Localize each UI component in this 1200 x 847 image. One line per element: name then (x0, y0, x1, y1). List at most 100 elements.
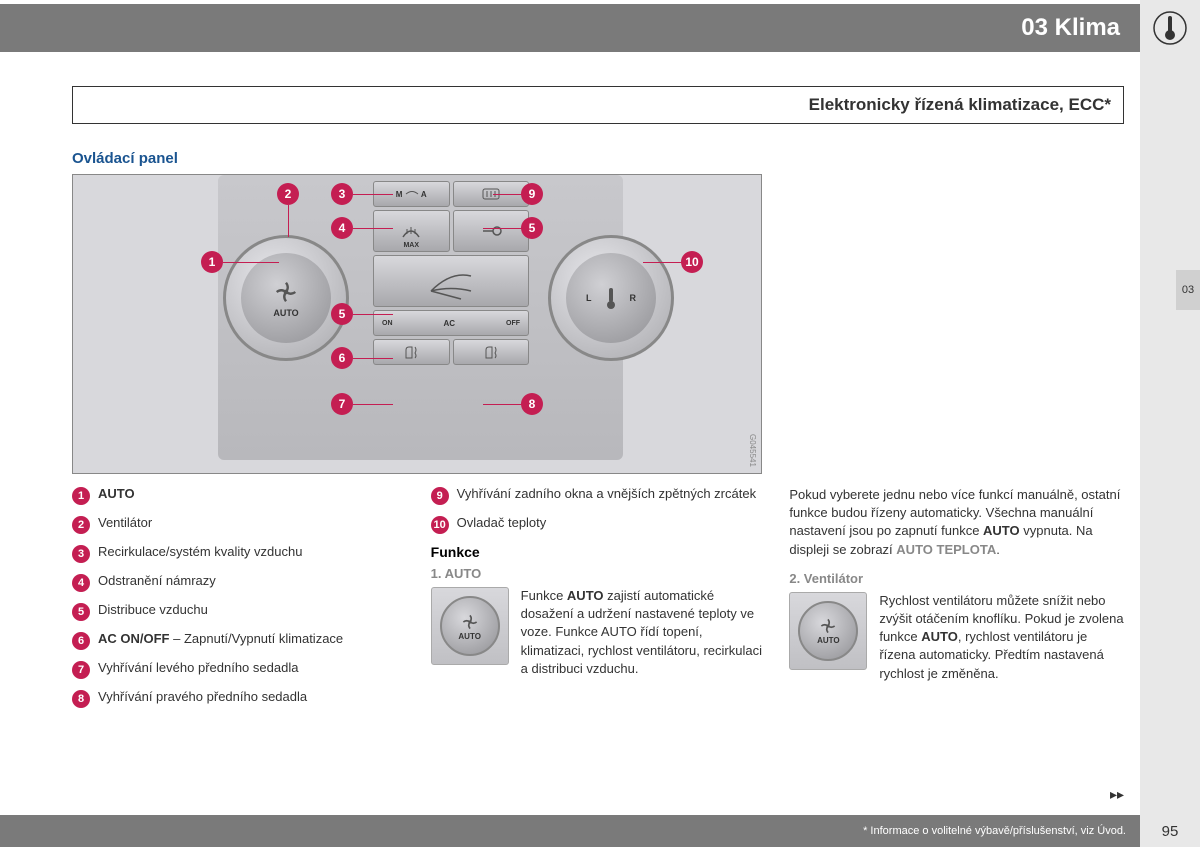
legend-2-text: Ventilátor (98, 515, 152, 532)
air-dist-button (373, 255, 529, 307)
knob-1-label: AUTO (458, 632, 481, 641)
callout-7: 7 (331, 393, 353, 415)
legend-6-text: AC ON/OFF – Zapnutí/Vypnutí klimatizace (98, 631, 343, 648)
thermometer-small-icon (606, 286, 616, 310)
funkce-1-row: AUTO Funkce AUTO zajistí automatické dos… (431, 587, 766, 678)
diagram-inner: AUTO L R M A MAX (73, 175, 761, 473)
temp-dial-inner: L R (566, 253, 656, 343)
legend-3-text: Recirkulace/systém kvality vzduchu (98, 544, 302, 561)
callout-6-n: 6 (339, 351, 346, 365)
legend-1: 1 AUTO (72, 486, 407, 505)
line-1 (223, 262, 279, 263)
manual-page: 03 Klima 03 Elektronicky řízená klimatiz… (0, 0, 1200, 847)
callout-1-n: 1 (209, 255, 216, 269)
funkce-1-cont: Pokud vyberete jednu nebo více funkcí ma… (789, 486, 1124, 559)
line-5 (483, 228, 523, 229)
ac-off: OFF (506, 320, 520, 327)
callout-3: 3 (331, 183, 353, 205)
knob-circ-1: AUTO (440, 596, 500, 656)
legend-9: 9Vyhřívání zadního okna a vnějších zpětn… (431, 486, 766, 505)
content-columns: 1 AUTO 2Ventilátor 3 Recirkulace/systém kv… (72, 486, 1124, 718)
column-2: 9Vyhřívání zadního okna a vnějších zpětn… (431, 486, 766, 718)
callout-5-n: 5 (529, 221, 536, 235)
funkce-1-text: Funkce AUTO zajistí automatické dosažení… (521, 587, 766, 678)
fan-dial: AUTO (223, 235, 349, 361)
side-margin (1140, 0, 1200, 847)
defrost-icon (400, 223, 422, 239)
chapter-title: 03 Klima (1021, 14, 1120, 42)
f2d: AUTO TEPLOTA (896, 542, 996, 557)
image-code: G045541 (748, 434, 757, 467)
badge-8: 8 (72, 690, 90, 708)
line-8 (483, 404, 523, 405)
fan-icon (272, 278, 300, 306)
legend-4: 4Odstranění námrazy (72, 573, 407, 592)
knob-circ-2: AUTO (798, 601, 858, 661)
dial-auto-label: AUTO (273, 308, 298, 318)
legend-3: 3 Recirkulace/systém kvality vzduchu (72, 544, 407, 563)
circ-icon (479, 222, 503, 240)
funkce-heading: Funkce (431, 544, 766, 560)
temp-l: L (586, 293, 592, 303)
badge-9: 9 (431, 487, 449, 505)
legend-6-r: – Zapnutí/Vypnutí klimatizace (170, 631, 344, 646)
thermometer-icon (1152, 10, 1188, 46)
knob-thumb-1: AUTO (431, 587, 509, 665)
legend-10-text: Ovladač teploty (457, 515, 547, 532)
footer: * Informace o volitelné výbavě/příslušen… (0, 815, 1140, 847)
legend-7: 7 Vyhřívání levého předního sedadla (72, 660, 407, 679)
funkce-1-title: 1. AUTO (431, 566, 766, 581)
footer-note: * Informace o volitelné výbavě/příslušen… (863, 825, 1126, 837)
section-heading: Ovládací panel (72, 150, 178, 167)
legend-5-text: Distribuce vzduchu (98, 602, 208, 619)
badge-3: 3 (72, 545, 90, 563)
badge-1: 1 (72, 487, 90, 505)
defrost-max-button: MAX (373, 210, 450, 252)
callout-2-n: 2 (285, 187, 292, 201)
callout-9-n: 9 (529, 187, 536, 201)
fan-icon-s2 (818, 616, 838, 636)
line-3 (353, 194, 393, 195)
column-3: Pokud vyberete jednu nebo více funkcí ma… (789, 486, 1124, 718)
f1b: AUTO (567, 588, 604, 603)
legend-1-b: AUTO (98, 486, 135, 501)
legend-2: 2Ventilátor (72, 515, 407, 534)
funkce-2-title: 2. Ventilátor (789, 571, 1124, 586)
chapter-header: 03 Klima (0, 4, 1140, 52)
max-label: MAX (403, 242, 419, 249)
side-tab: 03 (1176, 270, 1200, 310)
badge-5: 5 (72, 603, 90, 621)
legend-1-text: AUTO (98, 486, 135, 503)
subtitle-text: Elektronicky řízená klimatizace, ECC* (809, 95, 1111, 114)
line-6 (353, 358, 393, 359)
btn-a: A (421, 190, 427, 199)
callout-3-n: 3 (339, 187, 346, 201)
callout-5: 5 (521, 217, 543, 239)
page-number: 95 (1140, 815, 1200, 847)
temp-dial: L R (548, 235, 674, 361)
fan-dial-inner: AUTO (241, 253, 331, 343)
callout-8: 8 (521, 393, 543, 415)
line-5b (353, 314, 393, 315)
legend-8-text: Vyhřívání pravého předního sedadla (98, 689, 307, 706)
legend-10: 10 Ovladač teploty (431, 515, 766, 534)
callout-4: 4 (331, 217, 353, 239)
f1a: Funkce (521, 588, 567, 603)
badge-4: 4 (72, 574, 90, 592)
callout-7-n: 7 (339, 397, 346, 411)
legend-7-text: Vyhřívání levého předního sedadla (98, 660, 298, 677)
ac-button: ON AC OFF (373, 310, 529, 336)
callout-5b: 5 (331, 303, 353, 325)
callout-2: 2 (277, 183, 299, 205)
line-7 (353, 404, 393, 405)
callout-5b-n: 5 (339, 307, 346, 321)
callout-8-n: 8 (529, 397, 536, 411)
f2e: . (996, 542, 1000, 557)
knob-2-label: AUTO (817, 636, 840, 645)
badge-7: 7 (72, 661, 90, 679)
seat-heat-r-icon (482, 344, 500, 360)
side-tab-label: 03 (1182, 284, 1194, 296)
badge-10: 10 (431, 516, 449, 534)
air-dist-icon (421, 261, 481, 301)
legend-8: 8 Vyhřívání pravého předního sedadla (72, 689, 407, 708)
